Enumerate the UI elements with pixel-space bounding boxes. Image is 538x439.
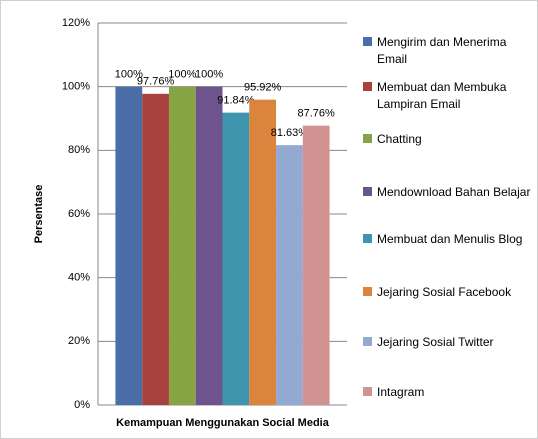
bar — [142, 93, 169, 405]
legend-label: Mengirim dan Menerima Email — [377, 35, 507, 66]
bar — [115, 86, 143, 406]
legend-entry: Jejaring Sosial Twitter — [363, 334, 537, 351]
data-label: 97.76% — [137, 76, 175, 88]
legend-entry: Jejaring Sosial Facebook — [363, 284, 537, 301]
legend-swatch — [363, 387, 372, 396]
legend-swatch — [363, 234, 372, 243]
bar — [195, 86, 223, 406]
legend-label: Membuat dan Membuka Lampiran Email — [377, 80, 507, 111]
y-tick-label: 40% — [68, 272, 90, 284]
legend-swatch — [363, 187, 372, 196]
data-label: 95.92% — [244, 82, 282, 94]
data-label: 91.84% — [217, 95, 255, 107]
bar — [249, 99, 277, 405]
legend-label: Mendownload Bahan Belajar — [377, 185, 531, 199]
legend-label: Chatting — [377, 132, 422, 146]
y-tick-label: 0% — [74, 399, 90, 411]
legend-swatch — [363, 37, 372, 46]
legend-entry: Membuat dan Menulis Blog — [363, 231, 537, 248]
legend-label: Membuat dan Menulis Blog — [377, 232, 523, 246]
legend-entry: Chatting — [363, 131, 537, 148]
bar — [168, 86, 196, 406]
legend-entry: Mendownload Bahan Belajar — [363, 184, 537, 201]
data-label: 100% — [195, 69, 223, 81]
legend-entry: Mengirim dan Menerima Email — [363, 34, 537, 68]
y-tick-label: 20% — [68, 335, 90, 347]
legend-label: Intagram — [377, 385, 425, 399]
legend-label: Jejaring Sosial Facebook — [377, 285, 512, 299]
data-label: 81.63% — [271, 127, 309, 139]
legend-swatch — [363, 82, 372, 91]
y-tick-label: 120% — [62, 17, 90, 29]
y-tick-label: 80% — [68, 144, 90, 156]
data-label: 100% — [168, 69, 196, 81]
legend-swatch — [363, 134, 372, 143]
y-axis-label: Persentase — [33, 185, 45, 244]
legend-entry: Intagram — [363, 384, 537, 401]
legend-entry: Membuat dan Membuka Lampiran Email — [363, 79, 537, 113]
y-tick-label: 100% — [62, 81, 90, 93]
y-tick-label: 60% — [68, 208, 90, 220]
legend-label: Jejaring Sosial Twitter — [377, 335, 494, 349]
data-label: 87.76% — [298, 108, 336, 120]
bar — [302, 125, 330, 405]
data-label: 100% — [115, 69, 143, 81]
bar — [276, 145, 303, 405]
legend-swatch — [363, 337, 372, 346]
legend-swatch — [363, 287, 372, 296]
x-tick-label: Kemampuan Menggunakan Social Media — [116, 417, 330, 429]
bar — [222, 112, 250, 405]
